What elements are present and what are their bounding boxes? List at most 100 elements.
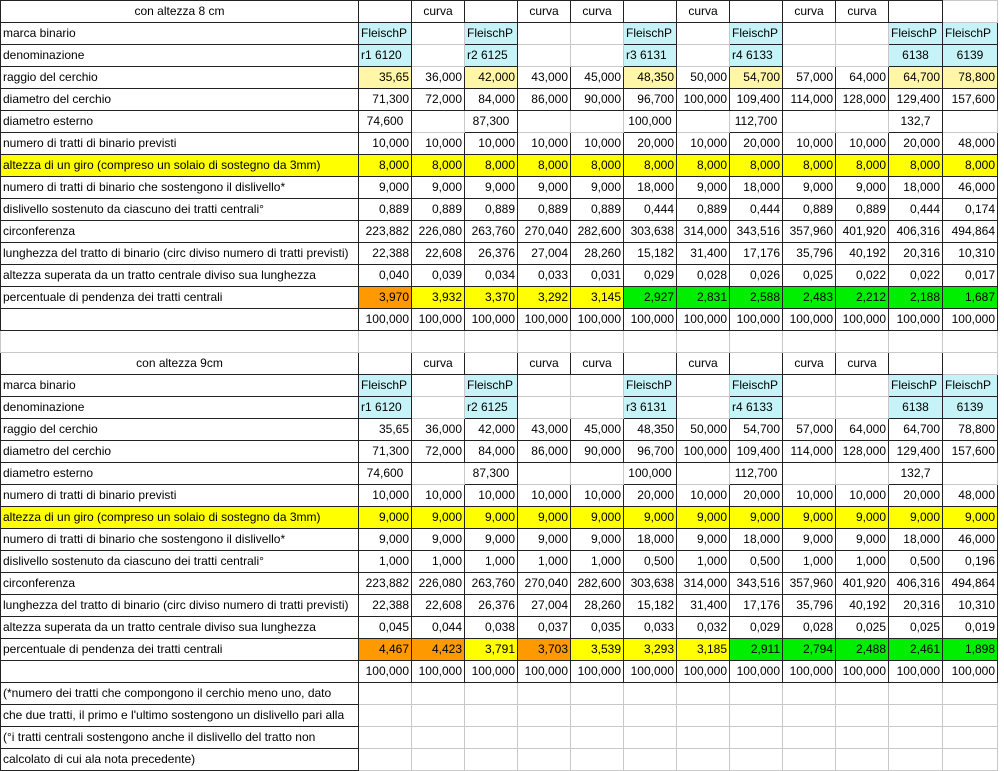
row-label-cell[interactable]: denominazione [0,396,359,419]
data-cell[interactable]: curva [835,352,889,375]
data-cell[interactable] [835,748,889,771]
data-cell[interactable]: 4,423 [411,638,465,661]
data-cell[interactable]: 263,760 [464,572,518,595]
data-cell[interactable]: FleischP [942,374,998,397]
data-cell[interactable]: 157,600 [942,88,998,111]
data-cell[interactable]: 0,026 [729,264,783,287]
data-cell[interactable] [835,682,889,705]
data-cell[interactable]: 263,760 [464,220,518,243]
data-cell[interactable]: 406,316 [888,572,943,595]
data-cell[interactable]: 0,025 [835,616,889,639]
data-cell[interactable]: 71,300 [358,440,412,463]
data-cell[interactable]: 406,316 [888,220,943,243]
data-cell[interactable] [942,682,998,705]
data-cell[interactable]: curva [517,352,571,375]
data-cell[interactable]: r2 6125 [464,44,518,67]
data-cell[interactable]: 42,000 [464,66,518,89]
data-cell[interactable] [517,330,571,353]
data-cell[interactable]: 100,000 [411,308,465,331]
data-cell[interactable]: 20,316 [888,242,943,265]
data-cell[interactable] [729,0,783,23]
data-cell[interactable] [888,352,943,375]
data-cell[interactable] [570,396,624,419]
row-label-cell[interactable]: (*numero dei tratti che compongono il ce… [0,682,359,705]
data-cell[interactable]: 282,600 [570,572,624,595]
data-cell[interactable]: 0,889 [358,198,412,221]
data-cell[interactable]: 26,376 [464,242,518,265]
data-cell[interactable]: 9,000 [411,506,465,529]
data-cell[interactable]: 0,038 [464,616,518,639]
data-cell[interactable] [835,110,889,133]
data-cell[interactable]: 100,000 [942,660,998,683]
data-cell[interactable] [942,748,998,771]
data-cell[interactable]: 282,600 [570,220,624,243]
data-cell[interactable]: r3 6131 [623,44,677,67]
data-cell[interactable]: 1,898 [942,638,998,661]
data-cell[interactable] [411,110,465,133]
data-cell[interactable]: 132,7 [888,462,943,485]
data-cell[interactable] [570,704,624,727]
data-cell[interactable]: 9,000 [835,506,889,529]
data-cell[interactable]: FleischP [729,22,783,45]
data-cell[interactable] [676,396,730,419]
data-cell[interactable]: 0,022 [835,264,889,287]
data-cell[interactable]: 9,000 [676,176,730,199]
data-cell[interactable]: 40,192 [835,242,889,265]
row-label-cell[interactable]: diametro esterno [0,110,359,133]
data-cell[interactable]: 8,000 [782,154,836,177]
data-cell[interactable]: 4,467 [358,638,412,661]
data-cell[interactable] [888,682,943,705]
row-label-cell[interactable]: denominazione [0,44,359,67]
data-cell[interactable] [411,726,465,749]
data-cell[interactable] [411,704,465,727]
data-cell[interactable]: 3,292 [517,286,571,309]
data-cell[interactable] [570,462,624,485]
data-cell[interactable] [570,22,624,45]
data-cell[interactable]: 64,000 [835,66,889,89]
data-cell[interactable]: 54,700 [729,418,783,441]
data-cell[interactable]: 9,000 [570,506,624,529]
data-cell[interactable]: 10,000 [411,132,465,155]
data-cell[interactable]: 71,300 [358,88,412,111]
data-cell[interactable]: 6138 [888,396,943,419]
data-cell[interactable]: 2,588 [729,286,783,309]
data-cell[interactable] [517,44,571,67]
data-cell[interactable]: 0,500 [888,550,943,573]
data-cell[interactable]: 0,889 [411,198,465,221]
data-cell[interactable] [835,44,889,67]
data-cell[interactable] [782,110,836,133]
data-cell[interactable]: 3,703 [517,638,571,661]
data-cell[interactable]: r3 6131 [623,396,677,419]
data-cell[interactable]: 9,000 [782,528,836,551]
data-cell[interactable] [782,374,836,397]
data-cell[interactable]: 10,000 [835,132,889,155]
data-cell[interactable]: 20,000 [623,484,677,507]
data-cell[interactable]: 0,889 [835,198,889,221]
data-cell[interactable]: 8,000 [888,154,943,177]
data-cell[interactable]: 9,000 [729,506,783,529]
data-cell[interactable]: 43,000 [517,66,571,89]
data-cell[interactable]: 303,638 [623,220,677,243]
data-cell[interactable]: 401,920 [835,220,889,243]
data-cell[interactable]: 112,700 [729,462,783,485]
data-cell[interactable] [676,110,730,133]
data-cell[interactable]: 50,000 [676,418,730,441]
data-cell[interactable] [782,462,836,485]
data-cell[interactable]: 494,864 [942,220,998,243]
row-label-cell[interactable]: altezza superata da un tratto centrale d… [0,616,359,639]
data-cell[interactable]: 100,000 [729,660,783,683]
row-label-cell[interactable] [0,330,359,353]
data-cell[interactable] [517,22,571,45]
row-label-cell[interactable] [0,308,359,331]
data-cell[interactable]: 10,000 [570,132,624,155]
data-cell[interactable]: 0,035 [570,616,624,639]
data-cell[interactable]: 226,080 [411,220,465,243]
data-cell[interactable]: 100,000 [517,660,571,683]
data-cell[interactable]: 109,400 [729,440,783,463]
data-cell[interactable]: 0,889 [464,198,518,221]
data-cell[interactable]: 1,000 [517,550,571,573]
data-cell[interactable]: 64,700 [888,418,943,441]
data-cell[interactable]: curva [835,0,889,23]
data-cell[interactable]: 22,388 [358,242,412,265]
data-cell[interactable]: 48,350 [623,66,677,89]
